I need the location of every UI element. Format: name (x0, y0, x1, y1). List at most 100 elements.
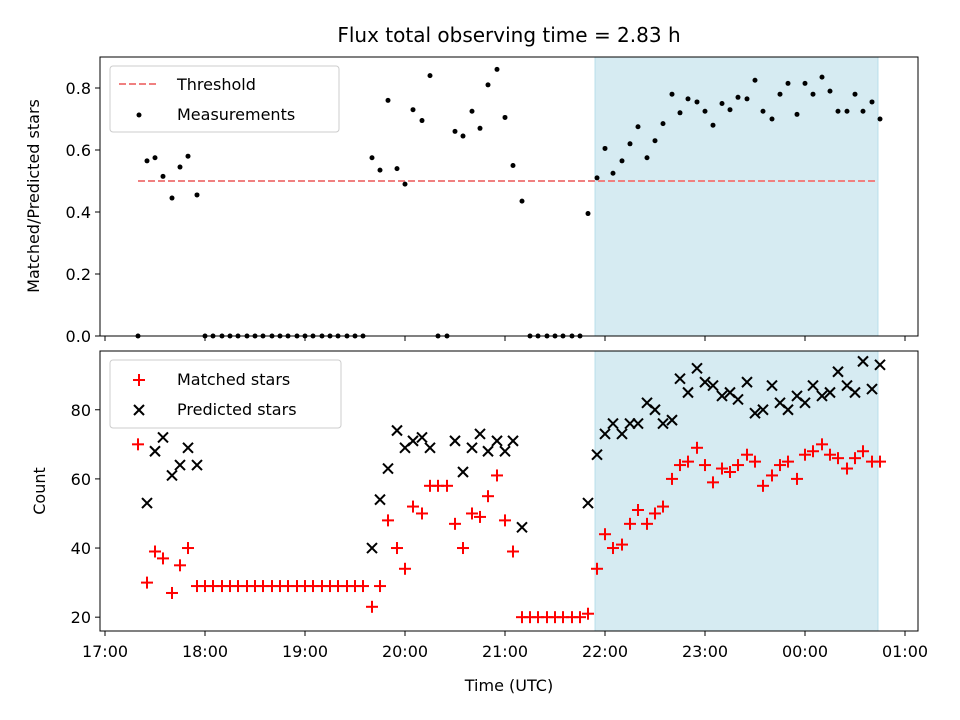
matched-star-marker (724, 465, 736, 478)
matched-star-marker (591, 562, 603, 575)
matched-star-marker (749, 455, 761, 468)
measurement-point (877, 116, 883, 122)
predicted-star-marker (449, 435, 461, 447)
matched-star-marker (491, 469, 503, 482)
predicted-star-marker (674, 372, 686, 385)
measurement-point (469, 108, 475, 114)
predicted-star-marker (416, 431, 428, 444)
predicted-star-marker (482, 445, 494, 457)
measurement-point (619, 158, 625, 164)
matched-star-marker (857, 445, 869, 458)
matched-star-marker (732, 459, 744, 472)
measurement-point (869, 99, 875, 105)
ratio-y-tick-label: 0.2 (66, 265, 91, 284)
predicted-star-marker (424, 442, 436, 454)
measurement-point (844, 108, 850, 114)
ratio-y-tick-label: 0.8 (66, 79, 91, 98)
matched-star-marker (599, 528, 611, 541)
matched-star-marker (707, 476, 719, 489)
predicted-star-marker (366, 542, 378, 554)
predicted-star-marker (707, 379, 719, 392)
matched-star-marker (716, 462, 728, 475)
matched-star-marker (149, 545, 161, 558)
predicted-star-marker (649, 404, 661, 416)
legend-matched-label: Matched stars (177, 370, 290, 389)
ratio-panel: 0.0 0.2 0.4 0.6 0.8 Flux total observing tim… (24, 23, 919, 346)
measurement-point (419, 118, 425, 124)
count-y-axis-label: Count (30, 467, 49, 515)
predicted-star-marker (616, 428, 628, 440)
matched-star-marker (624, 517, 636, 530)
ratio-y-tick-label: 0.4 (66, 203, 91, 222)
measurement-point (510, 163, 516, 168)
matched-star-marker (691, 441, 703, 454)
x-tick-label: 19:00 (282, 642, 328, 661)
ratio-y-ticks: 0.0 0.2 0.4 0.6 0.8 (66, 79, 100, 346)
measurement-point (144, 158, 150, 164)
measurement-point (402, 181, 408, 187)
matched-star-marker (841, 462, 853, 475)
matched-star-marker (582, 607, 594, 620)
matched-star-marker (382, 514, 394, 527)
predicted-star-marker (507, 435, 519, 447)
predicted-star-marker (516, 521, 528, 534)
count-panel: 20 40 60 80 17:00 18:00 19:00 20:00 21:00 22:00 2… (30, 350, 928, 695)
measurement-point (777, 91, 783, 97)
measurement-point (769, 116, 775, 122)
matched-star-marker (174, 559, 186, 572)
measurement-point (685, 96, 691, 102)
measurement-point (727, 107, 733, 113)
matched-star-marker (499, 514, 511, 527)
predicted-star-markers (141, 355, 886, 554)
predicted-star-marker (691, 362, 703, 374)
predicted-star-marker (149, 445, 161, 457)
measurement-point (802, 80, 808, 86)
measurement-point (485, 82, 491, 88)
count-y-ticks: 20 40 60 80 (71, 401, 100, 627)
matched-star-marker (407, 500, 419, 513)
predicted-star-marker (182, 442, 194, 454)
predicted-star-marker (757, 404, 769, 416)
matched-star-marker (141, 576, 153, 589)
predicted-star-marker (849, 386, 861, 399)
measurement-point (644, 155, 650, 161)
predicted-star-marker (857, 355, 869, 368)
matched-star-marker (632, 504, 644, 517)
measurement-point (735, 94, 741, 100)
measurement-point (669, 91, 675, 97)
measurement-point (377, 167, 383, 173)
matched-star-marker (482, 490, 494, 503)
matched-star-marker (441, 479, 453, 492)
predicted-star-marker (699, 376, 711, 388)
count-y-tick-label: 20 (71, 608, 91, 627)
measurement-point (635, 124, 641, 130)
predicted-star-marker (382, 462, 394, 475)
matched-star-marker (182, 542, 194, 555)
matched-star-marker (832, 452, 844, 465)
x-tick-label: 22:00 (582, 642, 628, 661)
matched-star-marker (457, 542, 469, 555)
observing-window-span (594, 56, 879, 337)
matched-star-marker (649, 507, 661, 520)
matched-star-marker (466, 507, 478, 520)
predicted-star-marker (807, 379, 819, 392)
predicted-star-marker (716, 390, 728, 402)
matched-star-marker (699, 459, 711, 472)
matched-star-marker (157, 552, 169, 565)
measurement-point (519, 198, 525, 204)
observing-window-span (594, 350, 879, 632)
matched-star-marker (391, 542, 403, 555)
matched-star-marker (641, 517, 653, 530)
ratio-y-tick-label: 0.6 (66, 141, 91, 160)
measurement-point (744, 96, 750, 102)
ratio-legend: Threshold Measurements (109, 65, 340, 133)
predicted-star-marker (782, 404, 794, 416)
measurement-point (169, 195, 175, 201)
matched-star-marker (791, 472, 803, 485)
predicted-star-marker (599, 428, 611, 440)
matched-star-marker (757, 479, 769, 492)
predicted-star-marker (766, 379, 778, 392)
predicted-star-marker (166, 469, 178, 482)
count-legend: Matched stars Predicted stars (109, 359, 342, 429)
